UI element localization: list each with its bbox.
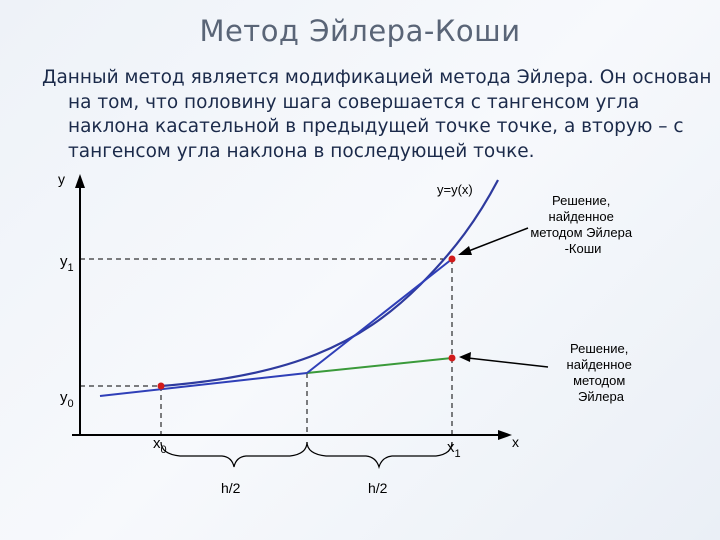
y-axis-arrow	[75, 174, 85, 188]
euler-cauchy-note: Решение, найденное методом Эйлера -Коши	[530, 193, 635, 256]
page-title: Метод Эйлера-Коши	[199, 14, 521, 48]
start-point	[157, 382, 165, 390]
y-axis-label: y	[58, 171, 65, 187]
first-half-tangent-line	[99, 372, 308, 397]
half-step-label-1: h/2	[221, 480, 241, 496]
y1-label: y1	[60, 253, 74, 274]
half-step-label-2: h/2	[368, 480, 388, 496]
euler-line	[306, 357, 453, 374]
euler-cauchy-point	[448, 255, 456, 263]
x-axis-label: x	[512, 434, 519, 450]
solution-curve	[160, 179, 499, 388]
euler-cauchy-arrow	[465, 227, 529, 253]
y0-label: y0	[60, 389, 74, 410]
half-step-brace-1	[160, 441, 308, 468]
euler-point	[448, 354, 456, 362]
curve-label: y=y(x)	[437, 182, 473, 197]
second-half-tangent-line	[306, 258, 453, 374]
euler-note: Решение, найденное методом Эйлера	[567, 341, 636, 404]
euler-arrowhead	[459, 352, 471, 362]
half-step-brace-2	[306, 441, 453, 470]
x0-label: x0	[153, 435, 167, 456]
description-text: Данный метод является модификацией метод…	[42, 67, 712, 162]
x-axis-arrow	[498, 430, 512, 440]
euler-cauchy-arrowhead	[458, 246, 472, 255]
x1-label: x1	[447, 439, 461, 460]
euler-arrow	[467, 357, 549, 368]
